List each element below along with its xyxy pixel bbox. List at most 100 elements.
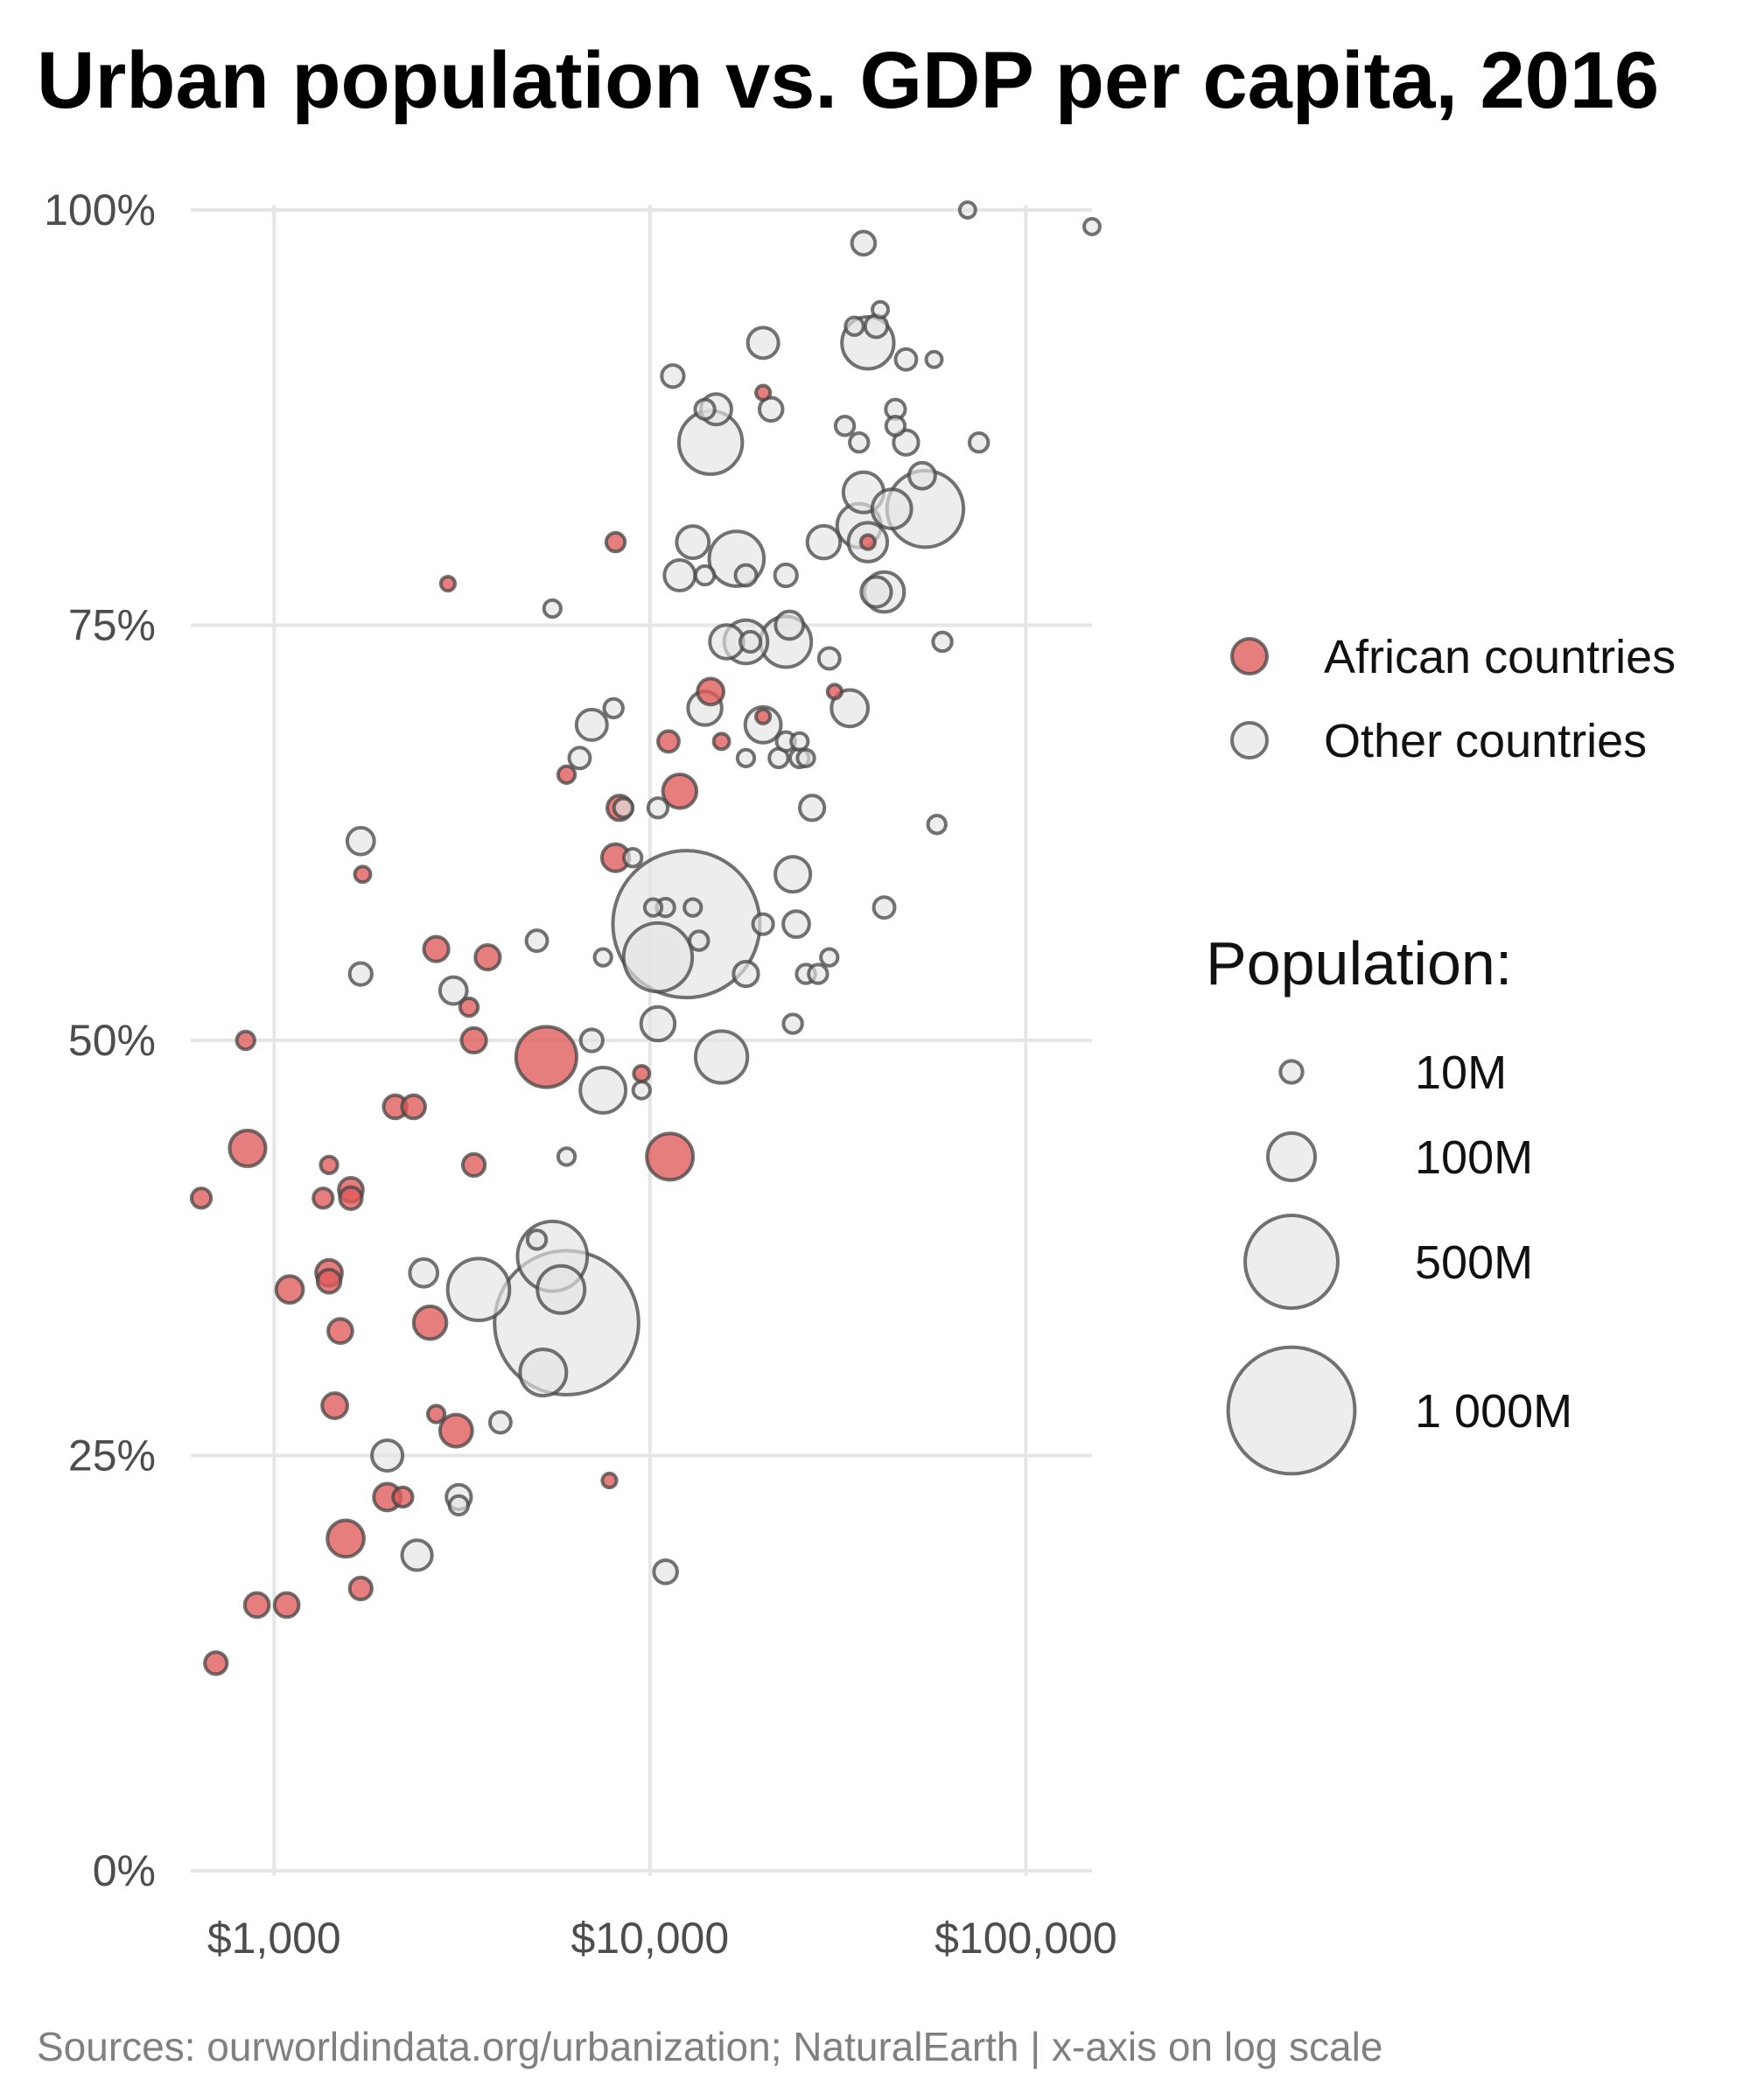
other-country-point [746, 326, 780, 360]
other-country-point [567, 746, 592, 771]
size-legend-label: 1 000M [1415, 1385, 1572, 1438]
african-country-point [422, 934, 451, 963]
y-tick-label: 25% [68, 1432, 156, 1480]
other-country-point [816, 646, 842, 671]
other-country-point [931, 630, 954, 654]
other-country-point [345, 825, 376, 857]
other-country-point [621, 920, 695, 994]
other-country-point [848, 431, 871, 454]
other-country-point [662, 558, 697, 593]
african-country-point [320, 1391, 350, 1420]
african-country-point [272, 1591, 301, 1620]
x-tick-label: $1,000 [207, 1914, 341, 1963]
other-country-point [639, 1004, 677, 1043]
other-country-point [400, 1538, 434, 1572]
african-country-point [656, 729, 681, 754]
other-country-point [642, 897, 664, 918]
other-country-point [524, 928, 550, 954]
african-country-point [632, 1063, 652, 1083]
other-country-point [631, 1080, 652, 1101]
african-country-point [203, 1650, 229, 1676]
size-legend: 10M 100M 500M 1 000M [1226, 1046, 1572, 1476]
other-country-point [926, 814, 948, 836]
african-country-point [711, 732, 732, 752]
african-country-point [353, 864, 373, 885]
legend-swatch-other [1230, 721, 1269, 760]
african-country-point [318, 1154, 340, 1175]
african-country-point [754, 707, 773, 725]
other-country-point [445, 1256, 512, 1323]
other-country-point [487, 1410, 513, 1435]
legend-swatch-african [1230, 637, 1269, 676]
other-country-point [732, 959, 760, 989]
size-legend-circle [1266, 1131, 1317, 1182]
african-country-point [312, 1186, 335, 1210]
other-country-point [795, 747, 816, 768]
other-country-point [536, 1264, 587, 1315]
african-country-point [458, 996, 480, 1018]
other-country-point [621, 847, 644, 869]
other-country-point [578, 1027, 605, 1054]
african-country-point [600, 1471, 619, 1490]
other-country-point [518, 1348, 569, 1398]
size-legend-circle [1226, 1345, 1357, 1476]
other-country-point [602, 696, 625, 720]
other-country-point [682, 897, 704, 918]
other-country-point [797, 794, 827, 822]
african-country-point [425, 1404, 447, 1424]
african-country-point [473, 942, 502, 972]
other-country-point [1082, 217, 1102, 236]
y-axis-tick-labels: 0% 25% 50% 75% 100% [44, 186, 156, 1895]
other-country-point [592, 947, 613, 968]
african-country-point [242, 1591, 271, 1620]
other-country-point [850, 229, 878, 257]
other-country-point [781, 909, 811, 940]
other-country-point [525, 1228, 549, 1251]
other-country-point [447, 1494, 471, 1517]
other-country-point [907, 460, 937, 491]
african-country-point [315, 1267, 343, 1295]
african-country-point [189, 1186, 214, 1210]
x-tick-label: $10,000 [570, 1914, 729, 1963]
size-legend-label: 500M [1415, 1236, 1533, 1289]
african-country-point [228, 1128, 268, 1168]
other-country-point [578, 1066, 628, 1115]
african-country-point [338, 1185, 364, 1211]
african-country-point [825, 682, 844, 701]
african-country-point [754, 383, 773, 402]
other-country-point [805, 523, 843, 561]
size-legend-circle [1278, 1059, 1305, 1085]
african-country-point [400, 1093, 427, 1121]
size-legend-label: 100M [1415, 1131, 1533, 1184]
other-country-point [870, 487, 914, 531]
other-country-point [370, 1438, 405, 1474]
y-tick-label: 0% [93, 1846, 156, 1895]
other-country-point [893, 346, 919, 372]
other-country-point [693, 397, 717, 421]
other-country-point [733, 563, 759, 588]
african-country-point [326, 1317, 354, 1346]
other-country-point [693, 1029, 750, 1085]
y-tick-label: 50% [68, 1016, 156, 1065]
other-country-point [693, 564, 717, 587]
african-country-point [604, 530, 627, 554]
other-country-point [735, 747, 757, 768]
size-legend-circle [1243, 1214, 1340, 1310]
group-legend: African countries Other countries [1230, 631, 1676, 767]
other-country-point [612, 796, 635, 819]
african-country-point [645, 1131, 696, 1182]
other-country-point [773, 562, 799, 589]
data-points [189, 200, 1102, 1676]
other-country-point [968, 431, 990, 454]
other-country-point [757, 396, 785, 424]
other-country-point [884, 415, 907, 438]
other-country-point [574, 707, 609, 742]
other-country-point [830, 688, 870, 729]
size-legend-title: Population: [1206, 929, 1512, 998]
other-country-point [872, 895, 897, 920]
other-country-point [892, 428, 920, 457]
african-country-point [661, 773, 699, 810]
other-country-point [751, 912, 775, 936]
other-country-point [675, 524, 711, 561]
